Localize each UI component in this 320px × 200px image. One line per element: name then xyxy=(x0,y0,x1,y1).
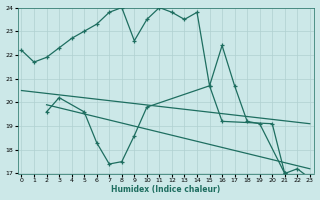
X-axis label: Humidex (Indice chaleur): Humidex (Indice chaleur) xyxy=(111,185,220,194)
